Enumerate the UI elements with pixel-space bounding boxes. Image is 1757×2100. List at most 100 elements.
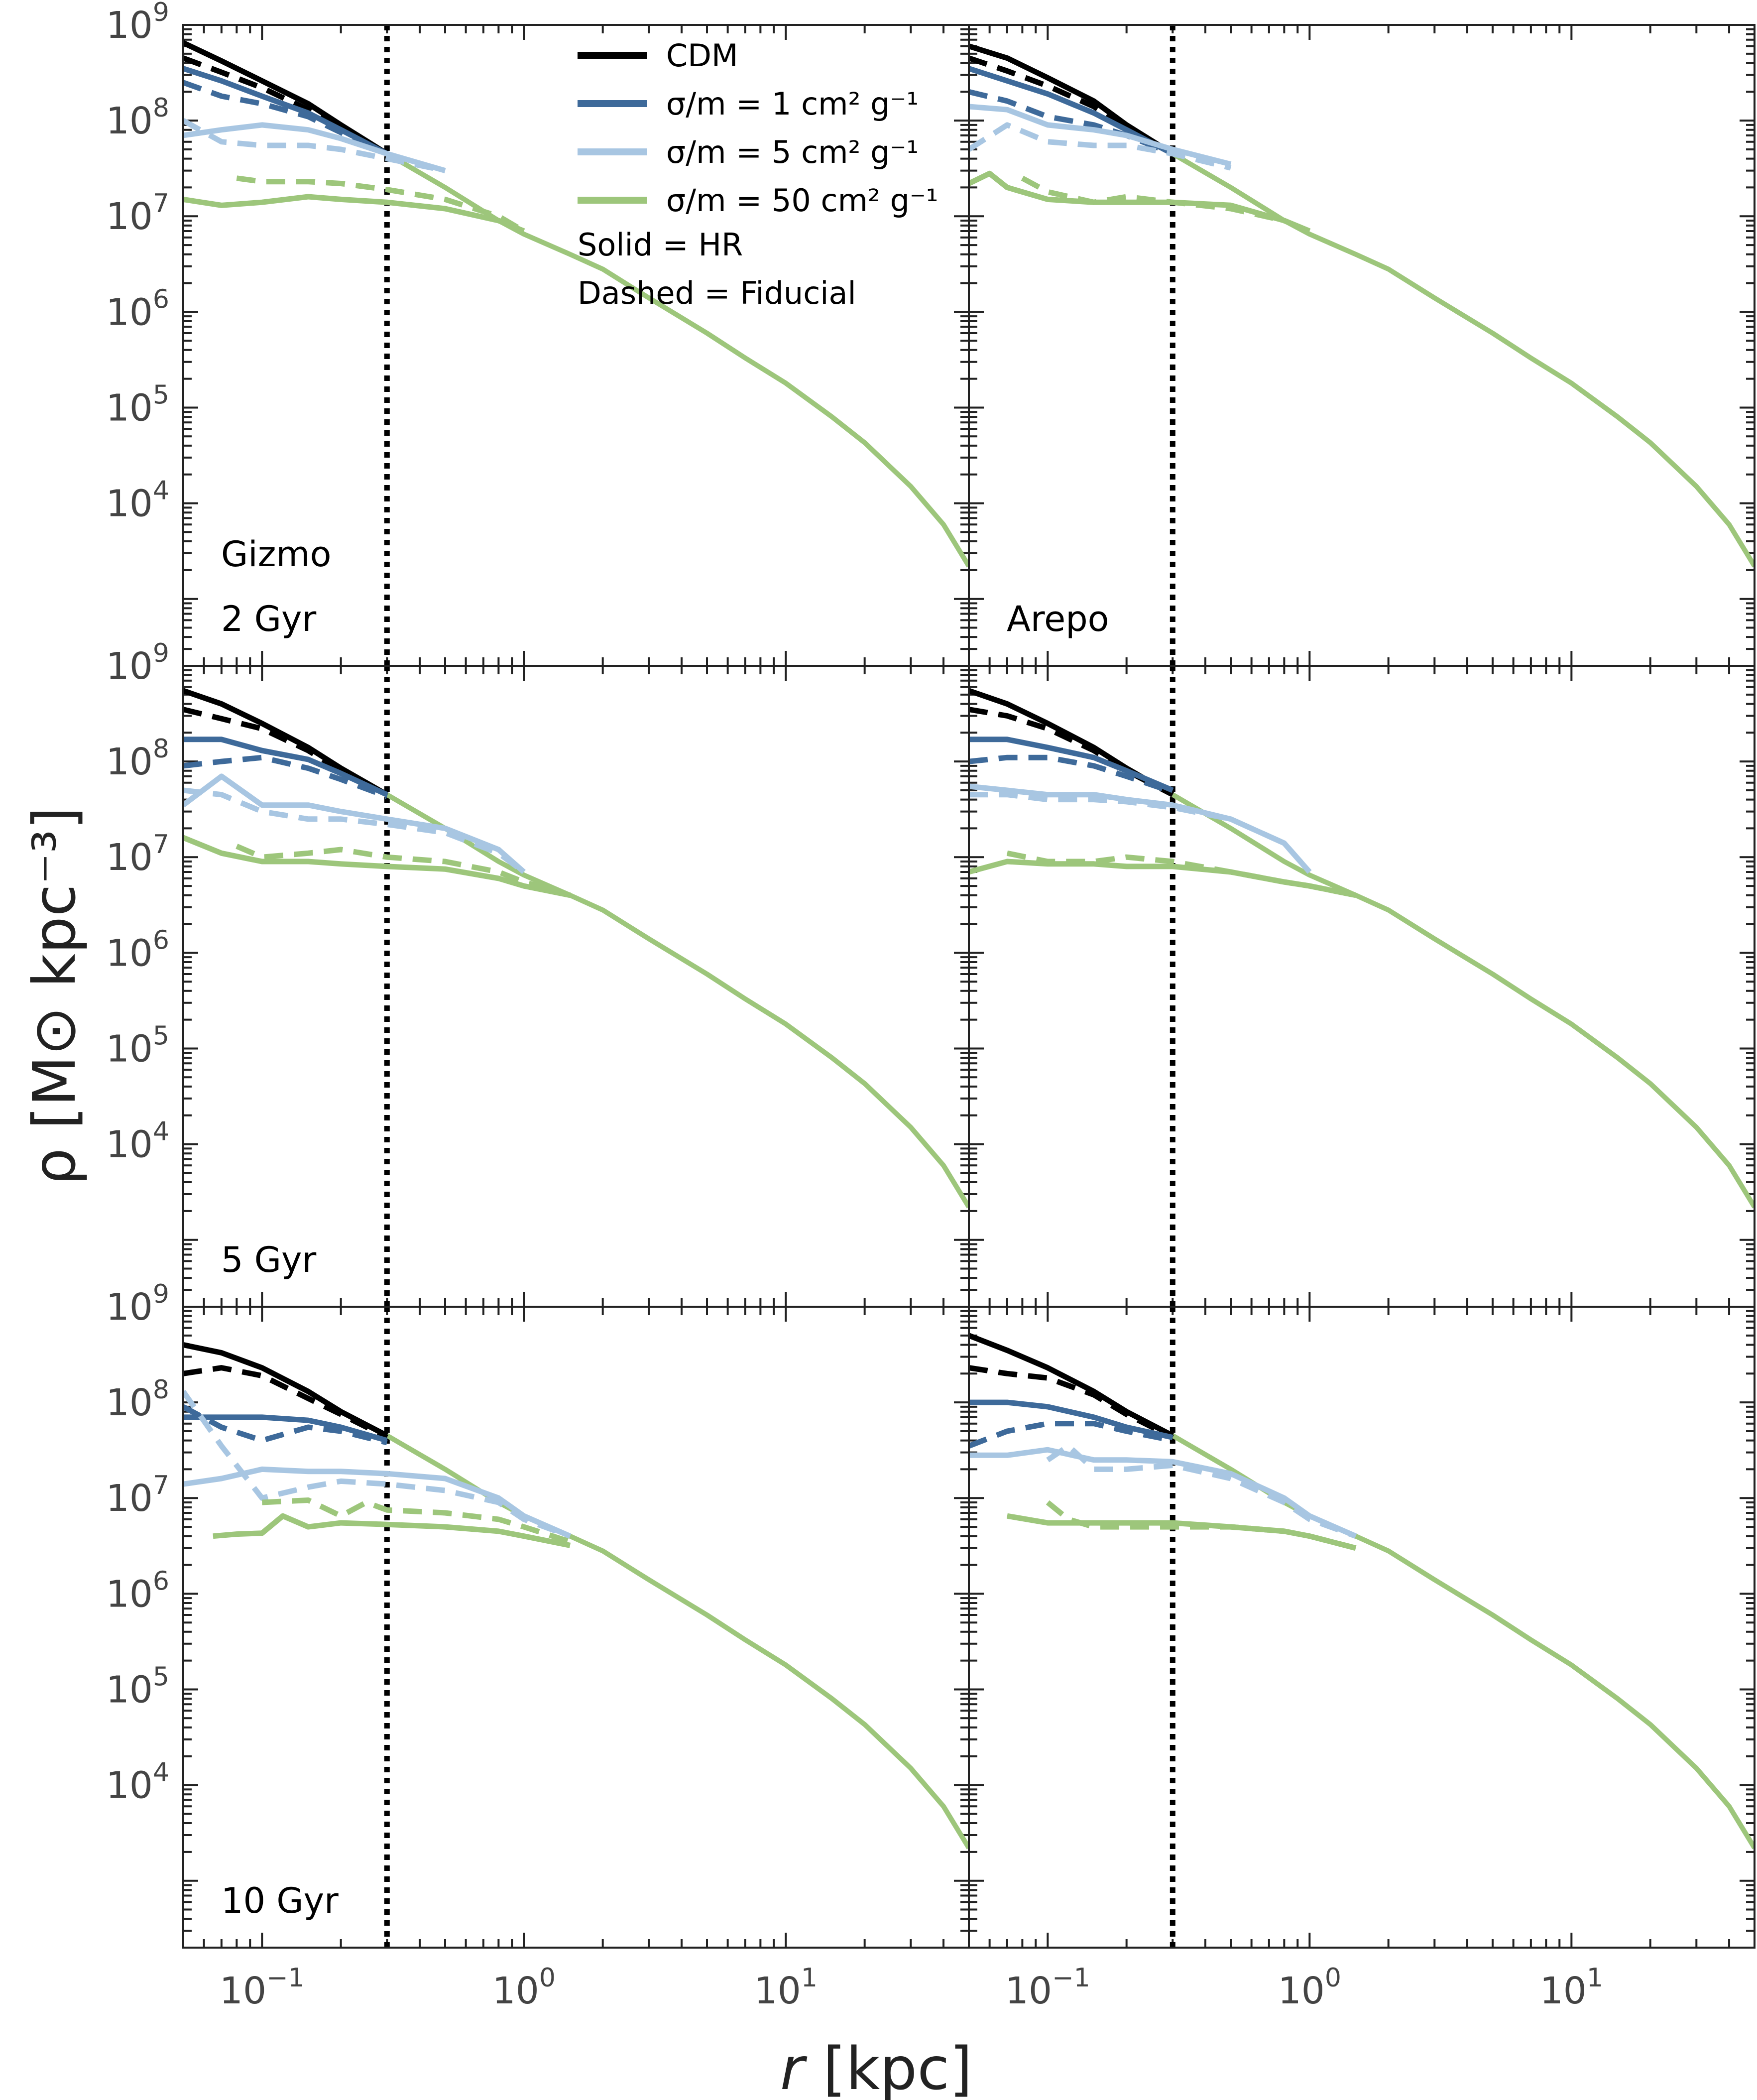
y-tick-label-base: 10 (106, 932, 153, 975)
y-tick-label-exp: 9 (153, 1279, 169, 1309)
series-line-s1-solid (969, 1399, 1173, 1440)
legend-label-s5: σ/m = 5 cm² g⁻¹ (666, 134, 919, 170)
x-tick-label-base: 10 (220, 1970, 266, 2012)
series-line-s1-solid (969, 737, 1174, 793)
x-tick-label-exp: −1 (266, 1963, 305, 1993)
series-line-s50-dashed (262, 1497, 571, 1545)
x-tick-label-exp: 0 (1325, 1963, 1341, 1993)
series-line-s50-solid (969, 859, 1357, 898)
legend-label-s1: σ/m = 1 cm² g⁻¹ (666, 86, 919, 122)
x-tick-label-base: 10 (1278, 1970, 1325, 2012)
y-tick-label-base: 10 (106, 741, 153, 783)
y-tick-label-base: 10 (106, 483, 153, 525)
series-line-cdm-solid (183, 1342, 388, 1438)
y-tick-label-exp: 7 (153, 830, 169, 860)
y-tick-label-base: 10 (106, 1027, 153, 1070)
y-tick-label-exp: 6 (153, 925, 169, 955)
series-line-cdm-dashed (183, 1365, 388, 1440)
y-tick-label-base: 10 (106, 1764, 153, 1807)
series-line-s50-dashed (236, 175, 526, 234)
series-line-s50-solid (213, 1513, 571, 1548)
y-tick-label: 106 (106, 284, 169, 334)
series-line-s5-solid (183, 122, 446, 173)
series-line-s5-solid (183, 773, 526, 874)
panel-code-label: Arepo (1007, 599, 1109, 639)
y-tick-label-base: 10 (106, 1668, 153, 1711)
y-tick-label-base: 10 (106, 1381, 153, 1424)
panel-ticks (182, 1306, 970, 1949)
y-tick-label-exp: 4 (153, 1117, 169, 1147)
panel-series (969, 688, 1755, 1209)
series-line-cdm-solid (969, 1333, 1174, 1438)
series-line-s1-dashed (183, 80, 388, 156)
series-line-s50-solid (183, 194, 525, 234)
y-tick-label-exp: 9 (153, 638, 169, 668)
x-tick-label: 100 (1278, 1963, 1341, 2012)
series-line-s5-solid (969, 104, 1232, 167)
y-tick-label: 105 (106, 1662, 169, 1711)
y-tick-label: 104 (106, 476, 169, 525)
panel-series (183, 40, 969, 568)
series-line-s50-dashed (1021, 175, 1311, 234)
x-tick-label-base: 10 (492, 1970, 539, 2012)
x-tick-label-exp: 0 (539, 1963, 556, 1993)
y-tick-label: 105 (106, 380, 169, 429)
y-tick-label-exp: 7 (153, 1471, 169, 1500)
series-line-s5-solid (969, 1447, 1357, 1539)
y-tick-label-base: 10 (106, 1123, 153, 1166)
series-line-s50-dashed (235, 844, 571, 898)
y-tick-label-base: 10 (106, 645, 153, 688)
series-line-s1-dashed (969, 1421, 1173, 1449)
panel-ticks (968, 1306, 1756, 1949)
y-tick-label: 108 (106, 93, 169, 142)
y-tick-label: 107 (106, 1471, 169, 1520)
series-line-s1-dashed (969, 89, 1174, 156)
series-line-s1-dashed (183, 1404, 388, 1446)
y-tick-label-exp: 7 (153, 189, 169, 219)
y-tick-label-base: 10 (106, 1286, 153, 1329)
y-tick-label-exp: 4 (153, 476, 169, 506)
y-tick-label: 104 (106, 1758, 169, 1807)
series-line-s1-solid (969, 66, 1174, 156)
series-line-s50-solid (1006, 1513, 1357, 1551)
series-line-s5-dashed (183, 787, 526, 874)
series-line-s1-dashed (969, 754, 1174, 795)
y-tick-label-base: 10 (106, 100, 153, 142)
series-line-s50-solid (183, 835, 571, 898)
y-tick-label: 109 (106, 638, 169, 688)
y-tick-label: 107 (106, 189, 169, 238)
y-tick-label-exp: 5 (153, 380, 169, 410)
legend-label-cdm: CDM (666, 37, 738, 74)
y-tick-label-exp: 8 (153, 93, 169, 123)
y-axis-label: ρ [M⊙ kpc⁻³] (20, 807, 89, 1185)
panel-series (183, 1342, 969, 1850)
y-tick-label: 106 (106, 925, 169, 975)
y-tick-label-base: 10 (106, 195, 153, 238)
x-axis-label: r [kpc] (780, 2034, 972, 2100)
y-tick-label-exp: 9 (153, 0, 169, 27)
x-tick-label-exp: −1 (1052, 1963, 1090, 1993)
y-tick-label: 109 (106, 1279, 169, 1329)
series-line-s1-solid (183, 66, 388, 156)
outer-profile-line (385, 792, 969, 1209)
panel-series (969, 43, 1755, 568)
y-tick-label-exp: 4 (153, 1758, 169, 1788)
y-tick-label: 106 (106, 1566, 169, 1615)
y-tick-label: 109 (106, 0, 169, 47)
x-tick-label-base: 10 (1540, 1970, 1587, 2012)
y-tick-label: 107 (106, 830, 169, 879)
panel-ticks (182, 665, 970, 1308)
y-tick-label: 108 (106, 734, 169, 783)
y-tick-label: 104 (106, 1117, 169, 1166)
outer-profile-line (1171, 792, 1755, 1209)
y-tick-label-base: 10 (106, 4, 153, 47)
y-tick-label-exp: 5 (153, 1662, 169, 1692)
series-line-s50-dashed (1046, 1500, 1357, 1551)
legend-label-s50: σ/m = 50 cm² g⁻¹ (666, 182, 938, 219)
y-tick-label-exp: 6 (153, 284, 169, 314)
panel-arepo-10gyr: 10−1 100 101 (968, 1306, 1756, 2012)
series-line-s5-dashed (969, 792, 1312, 874)
